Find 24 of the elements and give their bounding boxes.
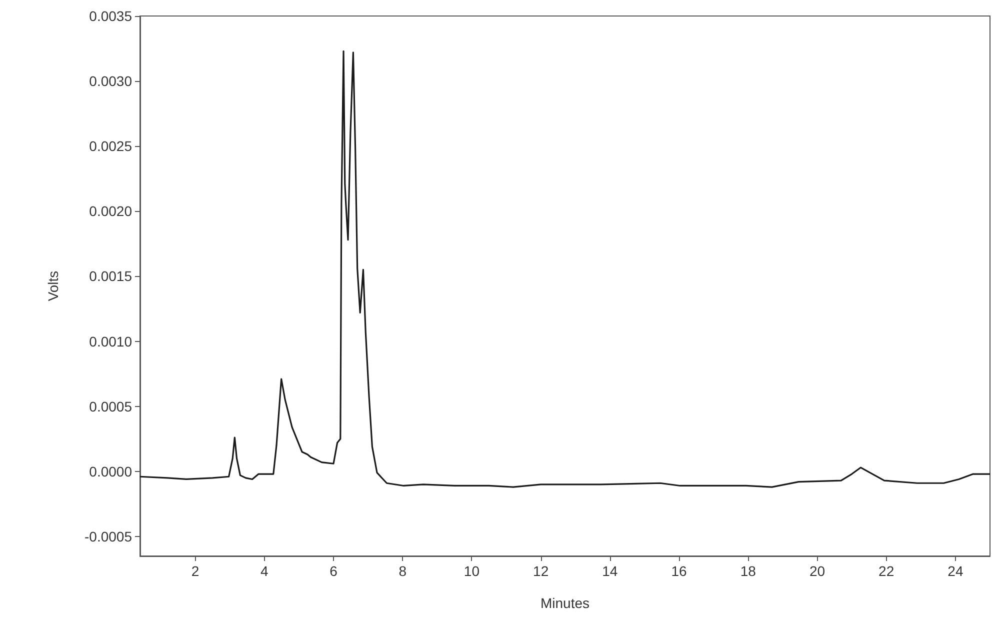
x-tick-label: 6 xyxy=(330,563,338,579)
x-tick-label: 4 xyxy=(260,563,268,579)
y-tick-label: 0.0025 xyxy=(89,138,132,154)
y-tick-label: 0.0035 xyxy=(89,8,132,24)
x-axis-title: Minutes xyxy=(540,595,590,611)
y-tick-label: -0.0005 xyxy=(84,528,132,544)
x-tick-label: 20 xyxy=(809,563,826,579)
y-tick-label: 0.0010 xyxy=(89,333,132,350)
x-tick-label: 10 xyxy=(464,563,480,579)
y-tick-label: 0.0000 xyxy=(89,463,132,480)
y-tick-label: 0.0020 xyxy=(89,203,132,220)
y-tick-label: 0.0030 xyxy=(89,73,132,90)
x-tick-label: 24 xyxy=(948,563,964,579)
line-series xyxy=(139,50,991,488)
x-tick-label: 2 xyxy=(191,563,200,579)
x-tick-label: 18 xyxy=(740,563,756,579)
x-tick-label: 14 xyxy=(602,563,618,579)
x-tick-label: 22 xyxy=(878,563,894,579)
y-axis-title: Volts xyxy=(45,270,61,302)
x-tick-label: 8 xyxy=(398,563,407,579)
x-tick-label: 12 xyxy=(533,563,549,579)
y-tick-label: 0.0005 xyxy=(89,398,132,414)
y-tick-label: 0.0015 xyxy=(89,268,132,284)
x-tick-label: 16 xyxy=(671,563,688,579)
